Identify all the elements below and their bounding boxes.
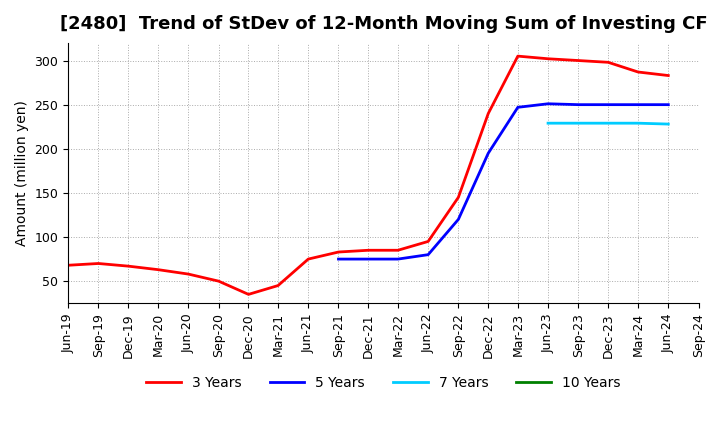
Y-axis label: Amount (million yen): Amount (million yen)	[15, 100, 29, 246]
Title: [2480]  Trend of StDev of 12-Month Moving Sum of Investing CF: [2480] Trend of StDev of 12-Month Moving…	[60, 15, 707, 33]
Line: 7 Years: 7 Years	[548, 123, 668, 124]
Legend: 3 Years, 5 Years, 7 Years, 10 Years: 3 Years, 5 Years, 7 Years, 10 Years	[140, 370, 626, 395]
Line: 5 Years: 5 Years	[338, 104, 668, 259]
Line: 3 Years: 3 Years	[68, 56, 668, 294]
